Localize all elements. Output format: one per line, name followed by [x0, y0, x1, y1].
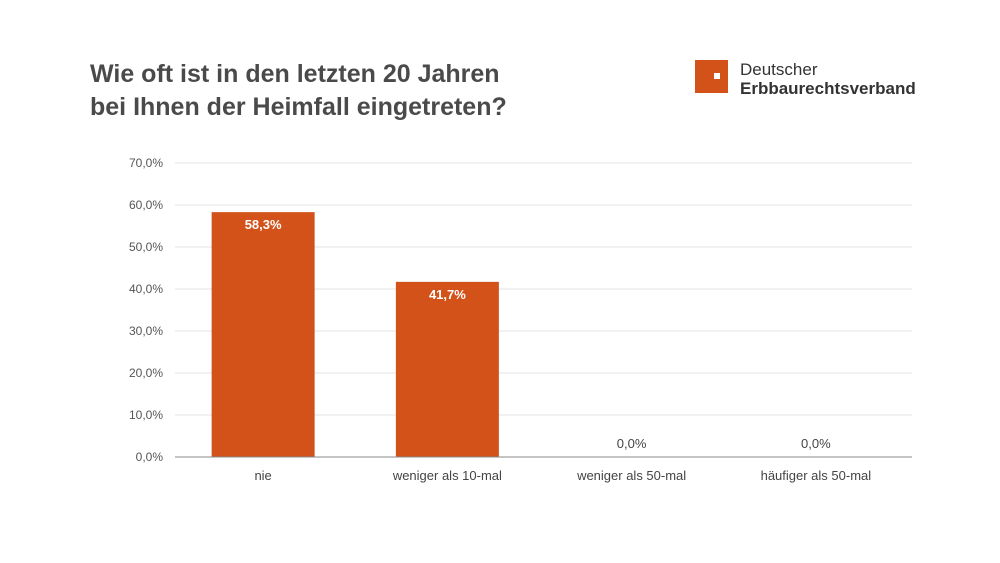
logo-line-1: Deutscher — [740, 60, 818, 79]
chart-title-line-1: Wie oft ist in den letzten 20 Jahren — [90, 60, 500, 88]
data-label: 0,0% — [801, 436, 831, 451]
y-tick-label: 10,0% — [129, 408, 163, 422]
y-tick-label: 30,0% — [129, 324, 163, 338]
data-labels: 58,3% 41,7% 0,0% 0,0% — [245, 217, 831, 451]
y-tick-label: 0,0% — [136, 450, 164, 464]
chart-title: Wie oft ist in den letzten 20 Jahren bei… — [90, 58, 507, 124]
y-tick-label: 20,0% — [129, 366, 163, 380]
category-label: weniger als 10-mal — [392, 468, 502, 483]
logo-mark-icon — [695, 60, 728, 93]
y-axis-ticks: 0,0% 10,0% 20,0% 30,0% 40,0% 50,0% 60,0% 70,0% — [129, 156, 163, 464]
data-label: 41,7% — [429, 287, 466, 302]
category-label: häufiger als 50-mal — [761, 468, 872, 483]
logo-line-2: Erbbaurechtsverband — [740, 79, 916, 98]
data-label: 0,0% — [617, 436, 647, 451]
data-label: 58,3% — [245, 217, 282, 232]
category-label: nie — [254, 468, 271, 483]
chart-title-line-2: bei Ihnen der Heimfall eingetreten? — [90, 93, 507, 121]
bar — [211, 212, 315, 457]
category-labels: nie weniger als 10-mal weniger als 50-mal h… — [254, 468, 871, 483]
y-tick-label: 70,0% — [129, 156, 163, 170]
logo-text: Deutscher Erbbaurechtsverband — [740, 60, 916, 98]
bars — [211, 212, 499, 457]
brand-logo: Deutscher Erbbaurechtsverband — [695, 60, 916, 98]
category-label: weniger als 50-mal — [576, 468, 686, 483]
y-tick-label: 40,0% — [129, 282, 163, 296]
y-tick-label: 50,0% — [129, 240, 163, 254]
bar — [395, 281, 499, 457]
y-tick-label: 60,0% — [129, 198, 163, 212]
